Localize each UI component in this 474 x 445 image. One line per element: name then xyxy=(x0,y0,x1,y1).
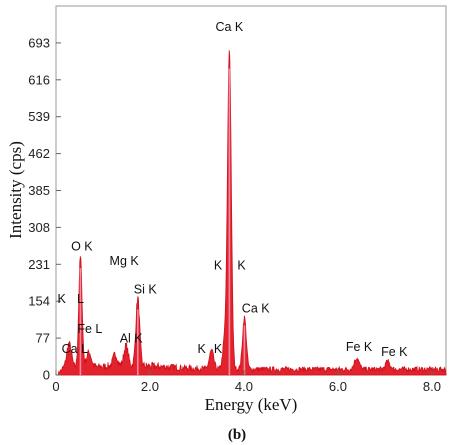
plot-frame xyxy=(55,5,447,376)
y-axis: 0 77 154 231 308 385 462 539 616 693 xyxy=(28,35,61,383)
y-tick-label: 154 xyxy=(28,294,50,309)
y-tick-label: 539 xyxy=(28,109,50,124)
y-tick-label: 77 xyxy=(36,331,50,346)
peak-annotation: Ca L xyxy=(62,342,88,356)
y-tick-label: 0 xyxy=(43,368,50,383)
panel-label: (b) xyxy=(228,427,246,443)
peak-annotation: O K xyxy=(71,239,93,253)
peak-annotation: K xyxy=(214,259,223,273)
y-tick-label: 385 xyxy=(28,183,50,198)
peak-lines-group xyxy=(79,68,246,375)
y-tick-label: 693 xyxy=(28,35,50,50)
y-tick-label: 231 xyxy=(28,257,50,272)
peak-annotation: K xyxy=(197,342,206,356)
y-axis-title: Intensity (cps) xyxy=(6,141,25,239)
peak-annotation: Fe K xyxy=(346,340,373,354)
x-tick-label: 2.0 xyxy=(141,379,159,394)
x-tick-label: 8.0 xyxy=(423,379,441,394)
peak-annotation: Fe K xyxy=(381,345,408,359)
peak-annotation: Si K xyxy=(134,283,158,297)
peak-annotations: Ca KO KMg K K KK LSi KCa KFe LAl KCa L K K Fe … xyxy=(57,20,408,359)
peak-annotation: L xyxy=(77,292,84,306)
peak-annotation: K xyxy=(237,259,246,273)
peak-annotation: Mg K xyxy=(110,254,140,268)
y-tick-label: 462 xyxy=(28,146,50,161)
y-tick-label: 616 xyxy=(28,72,50,87)
peak-annotation: K xyxy=(214,342,223,356)
peak-annotation: Al K xyxy=(120,331,144,345)
x-axis: 0 2.0 4.0 6.0 8.0 xyxy=(52,370,441,394)
peak-annotation: Ca K xyxy=(215,20,243,34)
y-tick-label: 308 xyxy=(28,220,50,235)
spectrum-series xyxy=(57,50,447,376)
x-tick-label: 4.0 xyxy=(235,379,253,394)
x-tick-label: 6.0 xyxy=(329,379,347,394)
peak-annotation: Fe L xyxy=(77,322,102,336)
peak-annotation: K xyxy=(57,292,66,306)
x-axis-title: Energy (keV) xyxy=(205,395,298,414)
peak-annotation: Ca K xyxy=(242,302,270,316)
x-tick-label: 0 xyxy=(52,379,59,394)
